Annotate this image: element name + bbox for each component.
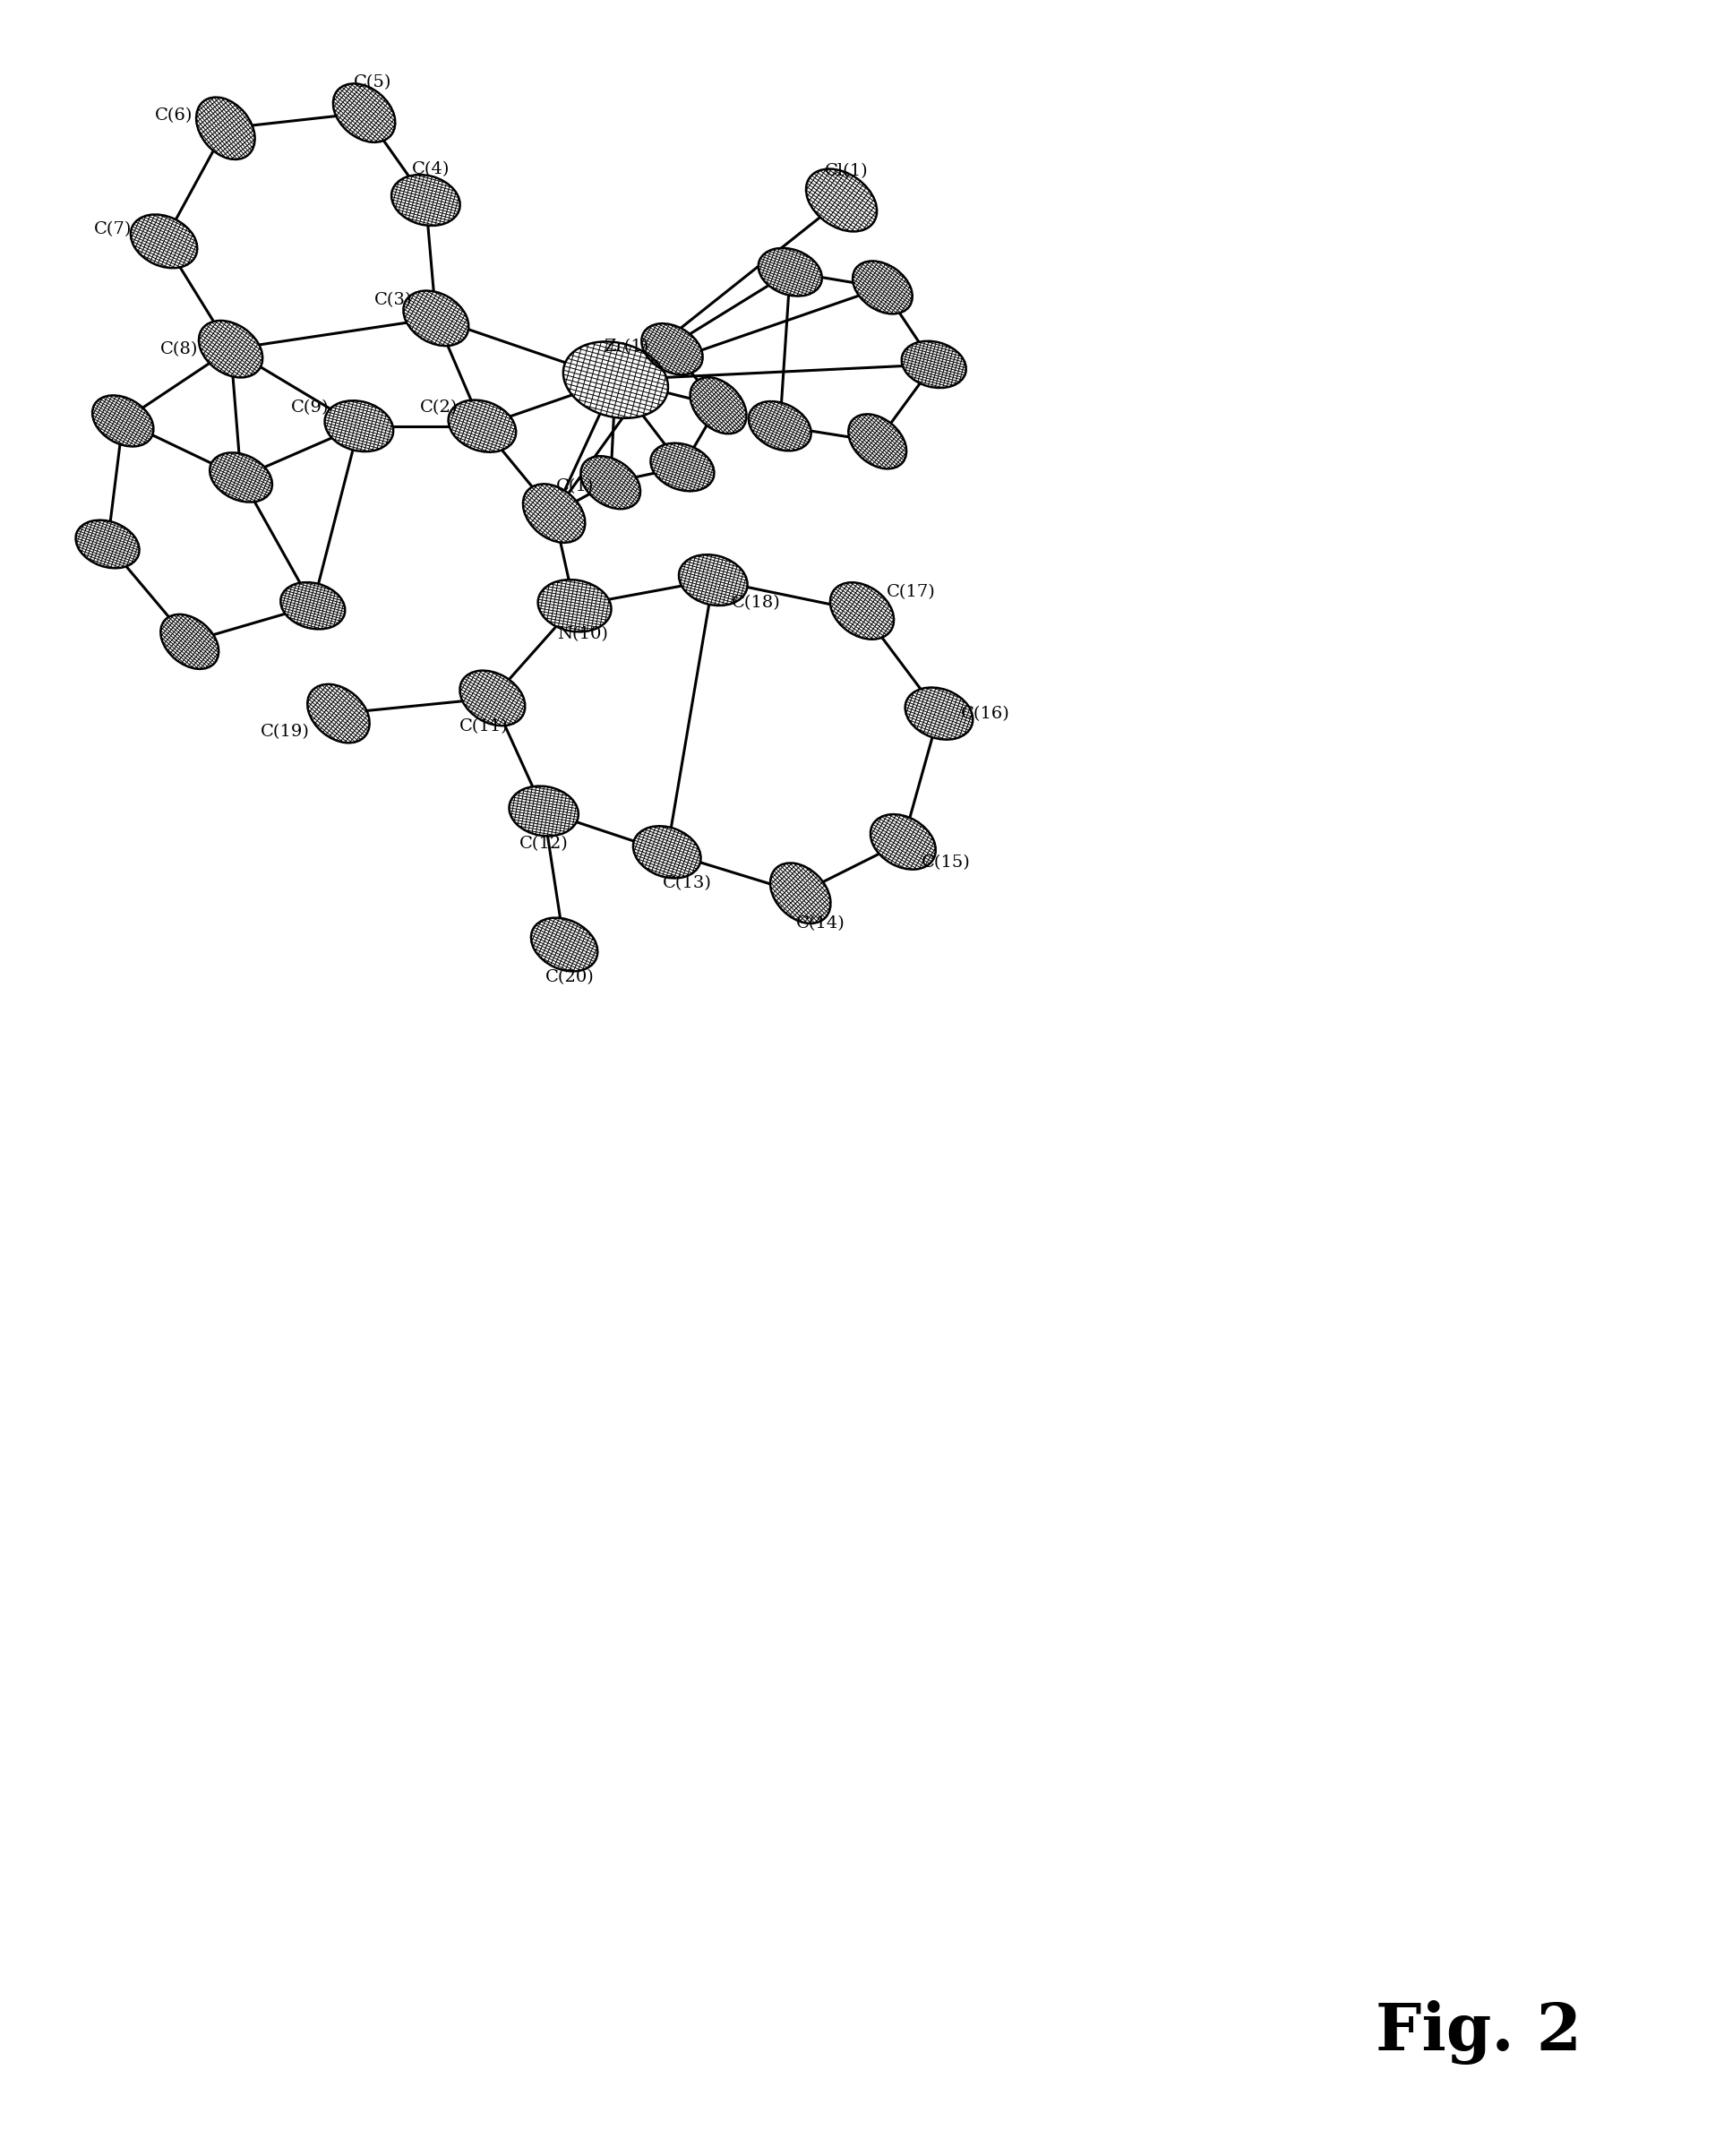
Ellipse shape [333,84,395,142]
Ellipse shape [460,671,526,727]
Text: C(8): C(8) [160,341,198,358]
Text: C(15): C(15) [922,854,971,871]
Ellipse shape [93,395,153,446]
Ellipse shape [210,453,272,502]
Text: C(18): C(18) [731,595,781,610]
Text: Fig. 2: Fig. 2 [1376,2001,1581,2065]
Ellipse shape [531,918,598,972]
Text: C(2): C(2) [421,399,459,416]
Ellipse shape [759,248,822,295]
Text: C(9): C(9) [291,399,329,416]
Text: C(6): C(6) [155,108,193,125]
Ellipse shape [902,341,965,388]
Text: C(12): C(12) [519,837,569,852]
Ellipse shape [771,862,831,923]
Ellipse shape [641,323,703,375]
Ellipse shape [198,321,262,377]
Ellipse shape [650,444,714,492]
Text: C(7): C(7) [93,220,131,237]
Ellipse shape [324,401,393,451]
Ellipse shape [76,520,140,569]
Ellipse shape [564,341,669,418]
Text: C(4): C(4) [412,162,450,177]
Text: C(14): C(14) [796,916,845,931]
Text: Zr(1): Zr(1) [603,338,648,356]
Text: C(16): C(16) [960,705,1010,722]
Ellipse shape [633,826,702,877]
Text: C(17): C(17) [886,584,936,602]
Ellipse shape [679,554,748,606]
Text: C(11): C(11) [460,718,509,735]
Ellipse shape [905,688,972,740]
Ellipse shape [538,580,612,632]
Text: C(5): C(5) [353,73,391,91]
Ellipse shape [448,401,515,453]
Ellipse shape [197,97,255,160]
Ellipse shape [831,582,893,640]
Ellipse shape [131,213,197,267]
Text: C(13): C(13) [664,875,712,890]
Text: C(19): C(19) [260,724,310,740]
Ellipse shape [853,261,912,315]
Text: C(3): C(3) [374,291,412,308]
Text: Cl(1): Cl(1) [824,164,869,179]
Ellipse shape [160,614,219,668]
Text: N(10): N(10) [557,627,609,642]
Ellipse shape [403,291,469,345]
Ellipse shape [391,175,460,226]
Ellipse shape [509,787,579,837]
Ellipse shape [748,401,812,451]
Ellipse shape [522,483,584,543]
Ellipse shape [307,683,369,744]
Text: C(20): C(20) [545,970,595,985]
Ellipse shape [807,168,878,231]
Ellipse shape [281,582,345,630]
Ellipse shape [871,815,936,869]
Ellipse shape [848,414,907,468]
Text: C(1): C(1) [555,479,593,494]
Ellipse shape [581,457,640,509]
Ellipse shape [690,377,746,433]
